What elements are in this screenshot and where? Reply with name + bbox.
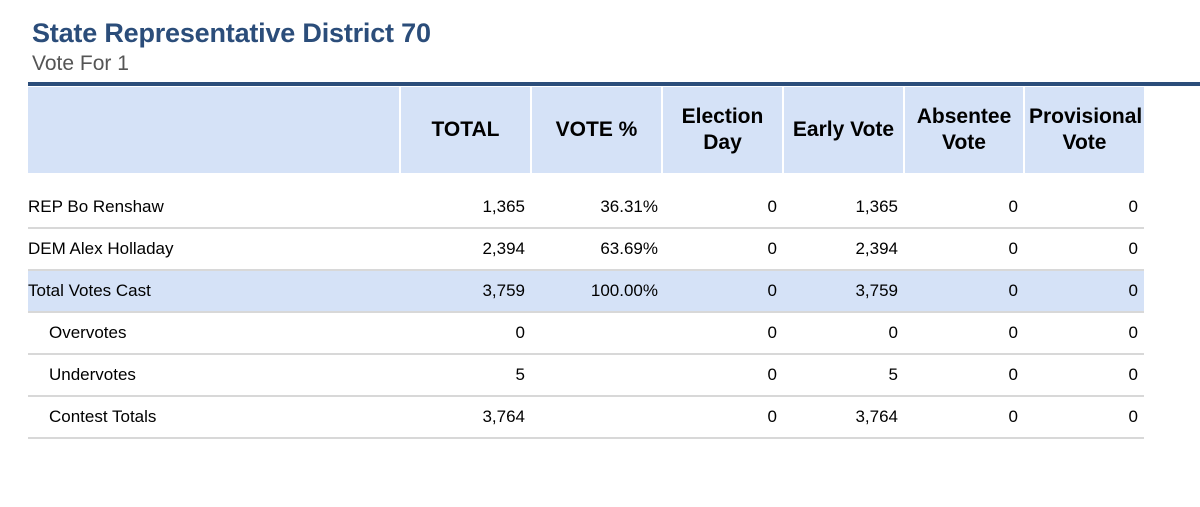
cell-election-day: 0 — [662, 396, 783, 439]
contest-title: State Representative District 70 — [32, 18, 431, 48]
contest-subtitle: Vote For 1 — [32, 52, 129, 75]
title-divider — [28, 82, 1200, 86]
cell-provisional-vote: 0 — [1024, 396, 1144, 439]
cell-provisional-vote: 0 — [1024, 270, 1144, 313]
cell-vote-percent: 100.00% — [531, 270, 662, 313]
row-name: Contest Totals — [28, 396, 400, 439]
undervotes-row: Undervotes 5 0 5 0 0 — [28, 354, 1144, 397]
cell-absentee-vote: 0 — [904, 396, 1024, 439]
cell-election-day: 0 — [662, 312, 783, 355]
cell-total: 5 — [400, 354, 531, 397]
cell-vote-percent — [531, 354, 662, 397]
header-total: TOTAL — [400, 87, 532, 187]
cell-vote-percent: 63.69% — [531, 228, 662, 271]
row-name: Undervotes — [28, 354, 400, 397]
row-name: Overvotes — [28, 312, 400, 355]
results-table: TOTAL VOTE % Election Day Early Vote Abs… — [28, 87, 1144, 439]
cell-vote-percent: 36.31% — [531, 180, 662, 229]
cell-election-day: 0 — [662, 270, 783, 313]
header-choice — [28, 87, 401, 187]
cell-provisional-vote: 0 — [1024, 228, 1144, 271]
overvotes-row: Overvotes 0 0 0 0 0 — [28, 312, 1144, 355]
cell-absentee-vote: 0 — [904, 354, 1024, 397]
cell-early-vote: 5 — [783, 354, 904, 397]
cell-early-vote: 3,759 — [783, 270, 904, 313]
cell-early-vote: 3,764 — [783, 396, 904, 439]
cell-election-day: 0 — [662, 354, 783, 397]
cell-election-day: 0 — [662, 228, 783, 271]
row-name: DEM Alex Holladay — [28, 228, 400, 271]
header-provisional-vote: Provisional Vote — [1024, 87, 1144, 187]
cell-early-vote: 1,365 — [783, 180, 904, 229]
table-header-row: TOTAL VOTE % Election Day Early Vote Abs… — [28, 87, 1144, 187]
cell-provisional-vote: 0 — [1024, 312, 1144, 355]
cell-early-vote: 0 — [783, 312, 904, 355]
cell-vote-percent — [531, 396, 662, 439]
cell-absentee-vote: 0 — [904, 312, 1024, 355]
cell-absentee-vote: 0 — [904, 270, 1024, 313]
header-early-vote: Early Vote — [783, 87, 905, 187]
cell-total: 3,764 — [400, 396, 531, 439]
header-absentee-vote: Absentee Vote — [904, 87, 1025, 187]
cell-total: 2,394 — [400, 228, 531, 271]
cell-provisional-vote: 0 — [1024, 354, 1144, 397]
contest-totals-row: Contest Totals 3,764 0 3,764 0 0 — [28, 396, 1144, 439]
total-votes-row: Total Votes Cast 3,759 100.00% 0 3,759 0… — [28, 270, 1144, 313]
candidate-row: REP Bo Renshaw 1,365 36.31% 0 1,365 0 0 — [28, 180, 1144, 229]
header-vote-percent: VOTE % — [531, 87, 663, 187]
header-election-day: Election Day — [662, 87, 784, 187]
cell-early-vote: 2,394 — [783, 228, 904, 271]
cell-vote-percent — [531, 312, 662, 355]
row-name: Total Votes Cast — [28, 270, 400, 313]
cell-total: 1,365 — [400, 180, 531, 229]
cell-total: 0 — [400, 312, 531, 355]
cell-total: 3,759 — [400, 270, 531, 313]
cell-provisional-vote: 0 — [1024, 180, 1144, 229]
cell-election-day: 0 — [662, 180, 783, 229]
candidate-row: DEM Alex Holladay 2,394 63.69% 0 2,394 0… — [28, 228, 1144, 271]
row-name: REP Bo Renshaw — [28, 180, 400, 229]
cell-absentee-vote: 0 — [904, 228, 1024, 271]
cell-absentee-vote: 0 — [904, 180, 1024, 229]
